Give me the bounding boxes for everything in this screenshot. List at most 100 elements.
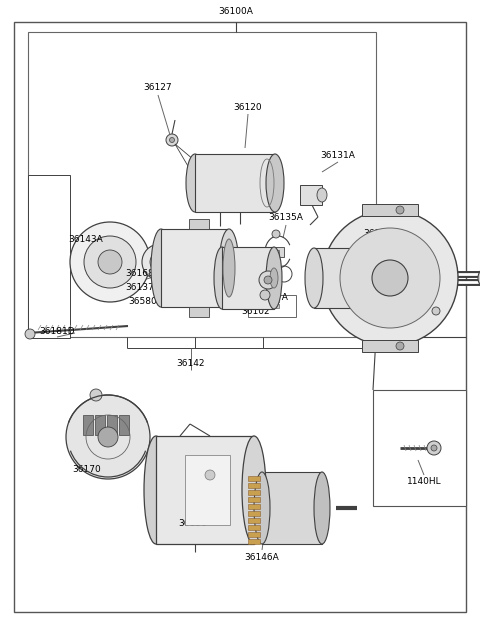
Text: 36170: 36170 [72,466,101,474]
Text: 36146A: 36146A [245,553,279,561]
FancyBboxPatch shape [248,532,260,537]
Text: 36117A: 36117A [397,253,432,263]
Ellipse shape [314,472,330,544]
Circle shape [427,441,441,455]
Circle shape [272,230,280,238]
Ellipse shape [223,239,235,297]
FancyBboxPatch shape [272,256,279,260]
Circle shape [84,236,136,288]
Text: 36143A: 36143A [69,235,103,245]
Polygon shape [28,175,70,338]
Text: 36137A: 36137A [253,294,288,302]
Ellipse shape [219,229,239,307]
FancyBboxPatch shape [248,539,260,544]
FancyBboxPatch shape [272,280,279,284]
Circle shape [322,210,458,346]
Text: 36138A: 36138A [246,279,280,289]
Circle shape [259,271,277,289]
Ellipse shape [214,247,230,309]
Circle shape [98,250,122,274]
Circle shape [98,427,118,447]
FancyBboxPatch shape [272,262,279,266]
FancyBboxPatch shape [272,298,279,302]
Circle shape [372,260,408,296]
FancyBboxPatch shape [272,292,279,296]
FancyBboxPatch shape [161,229,229,307]
FancyBboxPatch shape [272,250,279,254]
FancyBboxPatch shape [222,247,274,309]
FancyBboxPatch shape [189,219,209,229]
FancyBboxPatch shape [156,436,254,544]
FancyBboxPatch shape [195,154,275,212]
Circle shape [396,206,404,214]
Text: 36145: 36145 [204,286,233,296]
Text: 36110: 36110 [364,229,392,237]
Text: 36127: 36127 [144,83,172,93]
Circle shape [205,470,215,480]
Text: 36142: 36142 [177,358,205,368]
Polygon shape [185,455,230,525]
FancyBboxPatch shape [362,340,418,352]
Ellipse shape [317,188,327,202]
FancyBboxPatch shape [362,204,418,216]
FancyBboxPatch shape [248,295,296,317]
FancyBboxPatch shape [248,525,260,530]
Ellipse shape [270,268,278,288]
Text: 36100A: 36100A [218,7,253,17]
Circle shape [431,445,437,451]
FancyBboxPatch shape [28,32,376,337]
FancyBboxPatch shape [272,304,279,308]
Text: 36580: 36580 [129,296,157,306]
Circle shape [478,266,480,290]
FancyBboxPatch shape [272,268,279,272]
FancyBboxPatch shape [272,286,279,290]
Text: 36150: 36150 [179,519,207,527]
Circle shape [169,137,175,142]
Text: 36102: 36102 [242,307,270,317]
FancyBboxPatch shape [107,415,117,435]
Circle shape [70,222,150,302]
Text: 36135A: 36135A [269,214,303,222]
FancyBboxPatch shape [314,248,362,308]
FancyBboxPatch shape [119,415,129,435]
FancyBboxPatch shape [14,22,466,612]
FancyBboxPatch shape [248,518,260,523]
FancyBboxPatch shape [83,415,93,435]
FancyBboxPatch shape [274,247,284,257]
Text: 36168B: 36168B [126,268,160,278]
Text: 1140HL: 1140HL [407,478,441,486]
Text: 36120: 36120 [234,102,262,112]
Ellipse shape [305,248,323,308]
FancyBboxPatch shape [248,504,260,509]
FancyBboxPatch shape [189,307,209,317]
FancyBboxPatch shape [373,390,466,506]
Circle shape [166,134,178,146]
Circle shape [90,389,102,401]
Circle shape [260,290,270,300]
Circle shape [66,395,150,479]
Circle shape [25,329,35,339]
FancyBboxPatch shape [248,511,260,516]
Circle shape [340,228,440,328]
FancyBboxPatch shape [262,472,322,544]
FancyBboxPatch shape [248,483,260,488]
Ellipse shape [266,154,284,212]
FancyBboxPatch shape [248,497,260,502]
FancyBboxPatch shape [248,476,260,481]
Circle shape [432,307,440,315]
Text: 36181D: 36181D [39,327,75,335]
Circle shape [396,342,404,350]
Ellipse shape [186,154,204,212]
Circle shape [150,252,170,272]
Ellipse shape [151,229,171,307]
Ellipse shape [144,436,168,544]
Circle shape [142,244,178,280]
Circle shape [264,276,272,284]
FancyBboxPatch shape [272,274,279,278]
Text: 36137B: 36137B [126,283,160,291]
Text: 36131A: 36131A [321,150,355,160]
Ellipse shape [242,436,266,544]
Ellipse shape [254,472,270,544]
FancyBboxPatch shape [300,185,322,205]
FancyBboxPatch shape [248,490,260,495]
